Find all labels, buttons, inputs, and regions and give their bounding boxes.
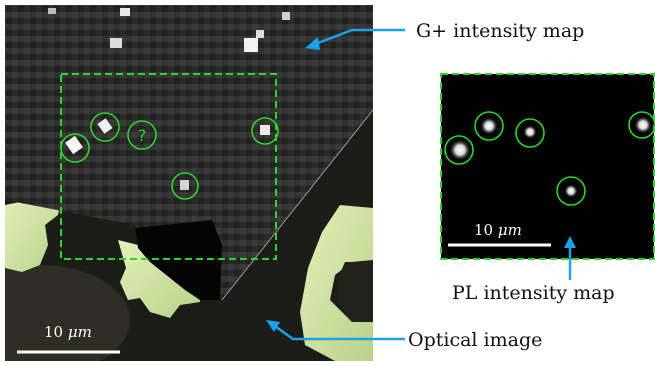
dashed-roi-box bbox=[60, 73, 277, 260]
arrowhead-g-plus bbox=[305, 37, 320, 50]
emitter-circle bbox=[171, 172, 199, 200]
bright-pixel bbox=[244, 38, 258, 52]
bright-pixel bbox=[256, 30, 264, 38]
label-optical-image: Optical image bbox=[408, 329, 542, 351]
map-hotspot bbox=[260, 125, 270, 135]
label-pl-intensity-map: PL intensity map bbox=[452, 282, 615, 304]
optical-flake-right-inner bbox=[336, 262, 373, 322]
emitter-circle-unknown bbox=[127, 120, 157, 150]
map-edge-line bbox=[221, 109, 373, 301]
pl-map-background bbox=[441, 74, 654, 259]
scale-bar-left-label: 10 μm bbox=[44, 323, 92, 341]
emitter-circle bbox=[60, 133, 90, 163]
arrow-g-plus-map bbox=[312, 28, 405, 47]
pl-emitter-circle bbox=[556, 176, 586, 206]
emitter-circle bbox=[251, 117, 279, 145]
pl-spot bbox=[634, 116, 652, 134]
pl-emitter-circle bbox=[515, 118, 545, 148]
arrowhead-optical bbox=[266, 320, 280, 332]
bright-pixel bbox=[120, 8, 130, 16]
scale-bar-right-label: 10 μm bbox=[474, 221, 522, 239]
annotation-arrows bbox=[271, 28, 572, 341]
pl-spot bbox=[480, 117, 498, 135]
pl-spot bbox=[449, 139, 471, 161]
optical-flake-left bbox=[5, 192, 62, 272]
emitter-circle bbox=[90, 112, 120, 142]
pl-spot bbox=[564, 184, 578, 198]
pl-emitter-circle bbox=[474, 111, 504, 141]
arrow-optical bbox=[271, 322, 405, 341]
optical-background-glow bbox=[5, 265, 130, 361]
arrowhead-pl bbox=[564, 236, 576, 248]
left-composite-panel: ? 10 μm bbox=[5, 5, 373, 361]
map-hotspot bbox=[180, 180, 189, 190]
pl-emitter-circle bbox=[444, 135, 474, 165]
arrow-heads bbox=[266, 37, 576, 332]
bright-pixel bbox=[48, 8, 56, 14]
g-plus-map-region bbox=[5, 5, 373, 300]
map-hotspot bbox=[65, 135, 83, 155]
unknown-marker: ? bbox=[138, 126, 147, 145]
pl-emitter-circle bbox=[628, 111, 655, 139]
optical-flake-center bbox=[118, 240, 200, 318]
bright-pixel bbox=[282, 12, 290, 20]
pl-map-panel: 10 μm bbox=[440, 73, 655, 260]
label-g-plus-intensity-map: G+ intensity map bbox=[416, 20, 584, 42]
map-hotspot bbox=[97, 118, 113, 134]
pl-spot bbox=[523, 125, 537, 139]
bright-pixel bbox=[110, 38, 122, 48]
